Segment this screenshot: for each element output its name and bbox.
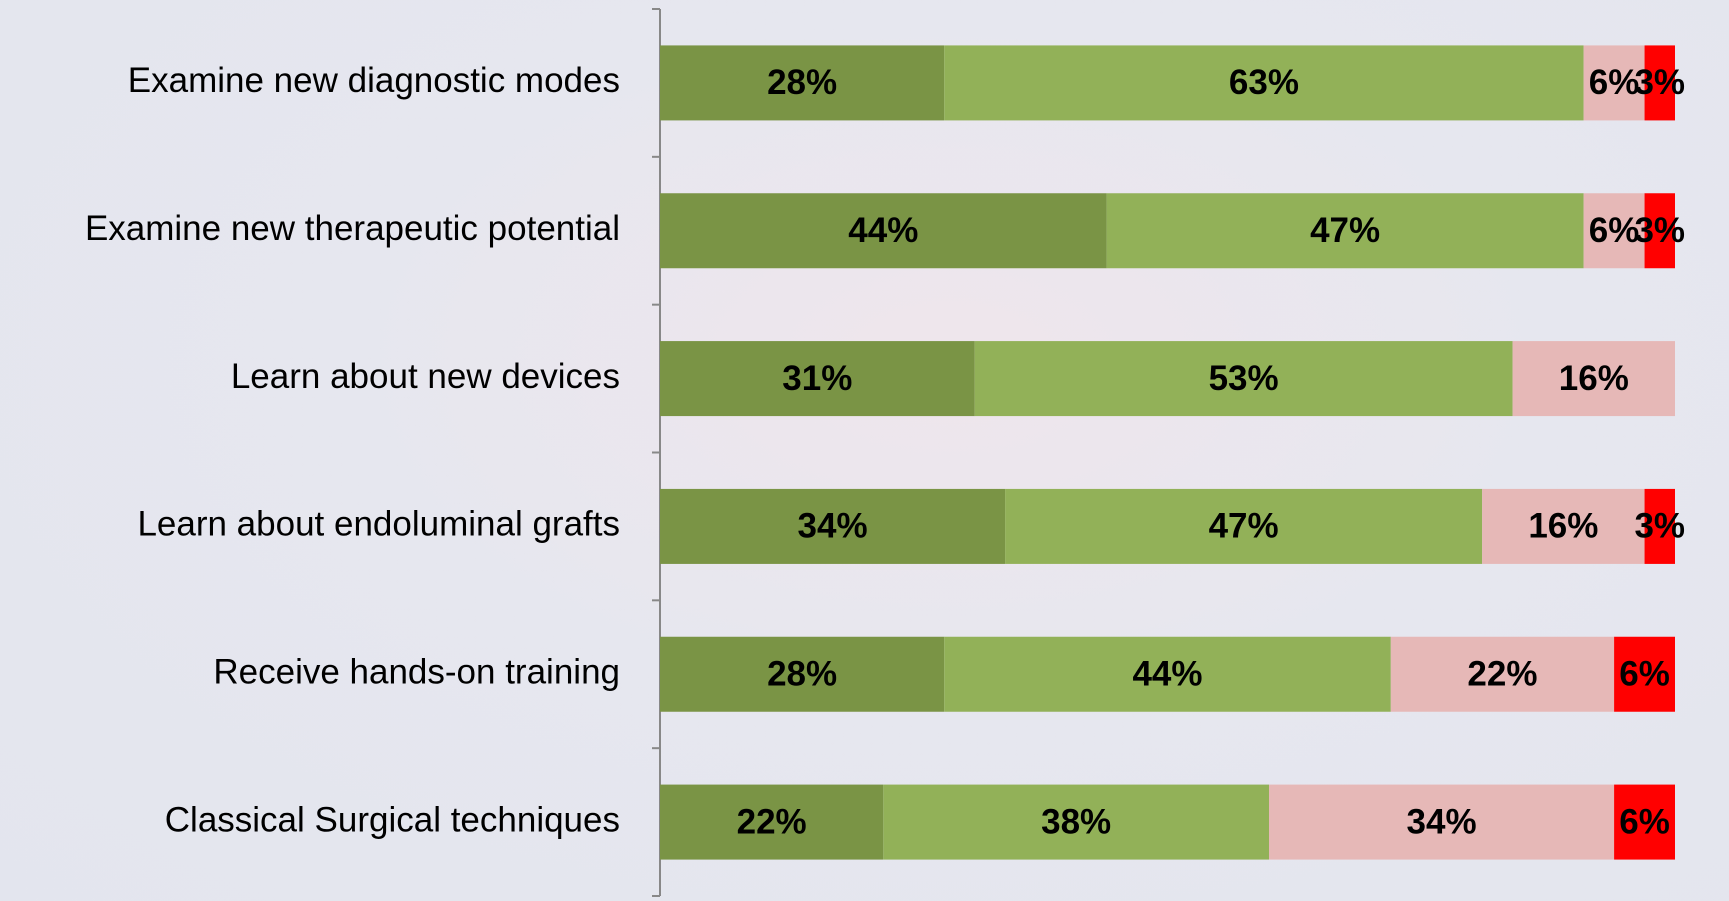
data-label: 44% (1132, 655, 1202, 694)
bar-segment (944, 45, 1584, 121)
category-label: Examine new therapeutic potential (85, 209, 620, 248)
bar-segment (974, 341, 1513, 417)
bar-segment (660, 488, 1006, 564)
bar-segment (1583, 193, 1645, 269)
data-label: 22% (1467, 655, 1537, 694)
category-label: Examine new diagnostic modes (128, 61, 620, 100)
bar-segment (1390, 636, 1615, 712)
bar-segment (660, 45, 945, 121)
bar-segment (660, 341, 975, 417)
bar-segment (1614, 784, 1675, 860)
data-label: 31% (782, 359, 852, 398)
data-label: 3% (1634, 63, 1685, 102)
data-label: 6% (1589, 63, 1640, 102)
data-label: 28% (767, 63, 837, 102)
bar-segment (944, 636, 1391, 712)
category-label: Receive hands-on training (213, 653, 620, 692)
bar-segment (1644, 488, 1675, 564)
bar-segment (1512, 341, 1675, 417)
bar-segment (1005, 488, 1483, 564)
data-label: 6% (1619, 802, 1670, 841)
data-label: 34% (798, 507, 868, 546)
category-label: Learn about new devices (231, 357, 620, 396)
bar-segment (660, 193, 1107, 269)
data-label: 53% (1209, 359, 1279, 398)
bar-segment (660, 636, 945, 712)
data-label: 6% (1589, 211, 1640, 250)
bar-segment (883, 784, 1269, 860)
data-label: 6% (1619, 655, 1670, 694)
bar-segment (1482, 488, 1645, 564)
data-label: 16% (1559, 359, 1629, 398)
data-label: 28% (767, 655, 837, 694)
bar-segment (1583, 45, 1645, 121)
data-label: 47% (1209, 507, 1279, 546)
data-label: 63% (1229, 63, 1299, 102)
bar-segment (660, 784, 884, 860)
bar-segment (1614, 636, 1675, 712)
data-label: 3% (1634, 211, 1685, 250)
category-label: Learn about endoluminal grafts (137, 505, 620, 544)
data-label: 22% (737, 802, 807, 841)
bar-segment (1644, 45, 1675, 121)
bar-segment (1106, 193, 1584, 269)
bar-segment (1644, 193, 1675, 269)
data-label: 38% (1041, 802, 1111, 841)
data-label: 16% (1528, 507, 1598, 546)
data-label: 47% (1310, 211, 1380, 250)
bar-segment (1269, 784, 1615, 860)
data-label: 34% (1407, 802, 1477, 841)
data-label: 3% (1634, 507, 1685, 546)
category-label: Classical Surgical techniques (165, 800, 620, 839)
data-label: 44% (848, 211, 918, 250)
